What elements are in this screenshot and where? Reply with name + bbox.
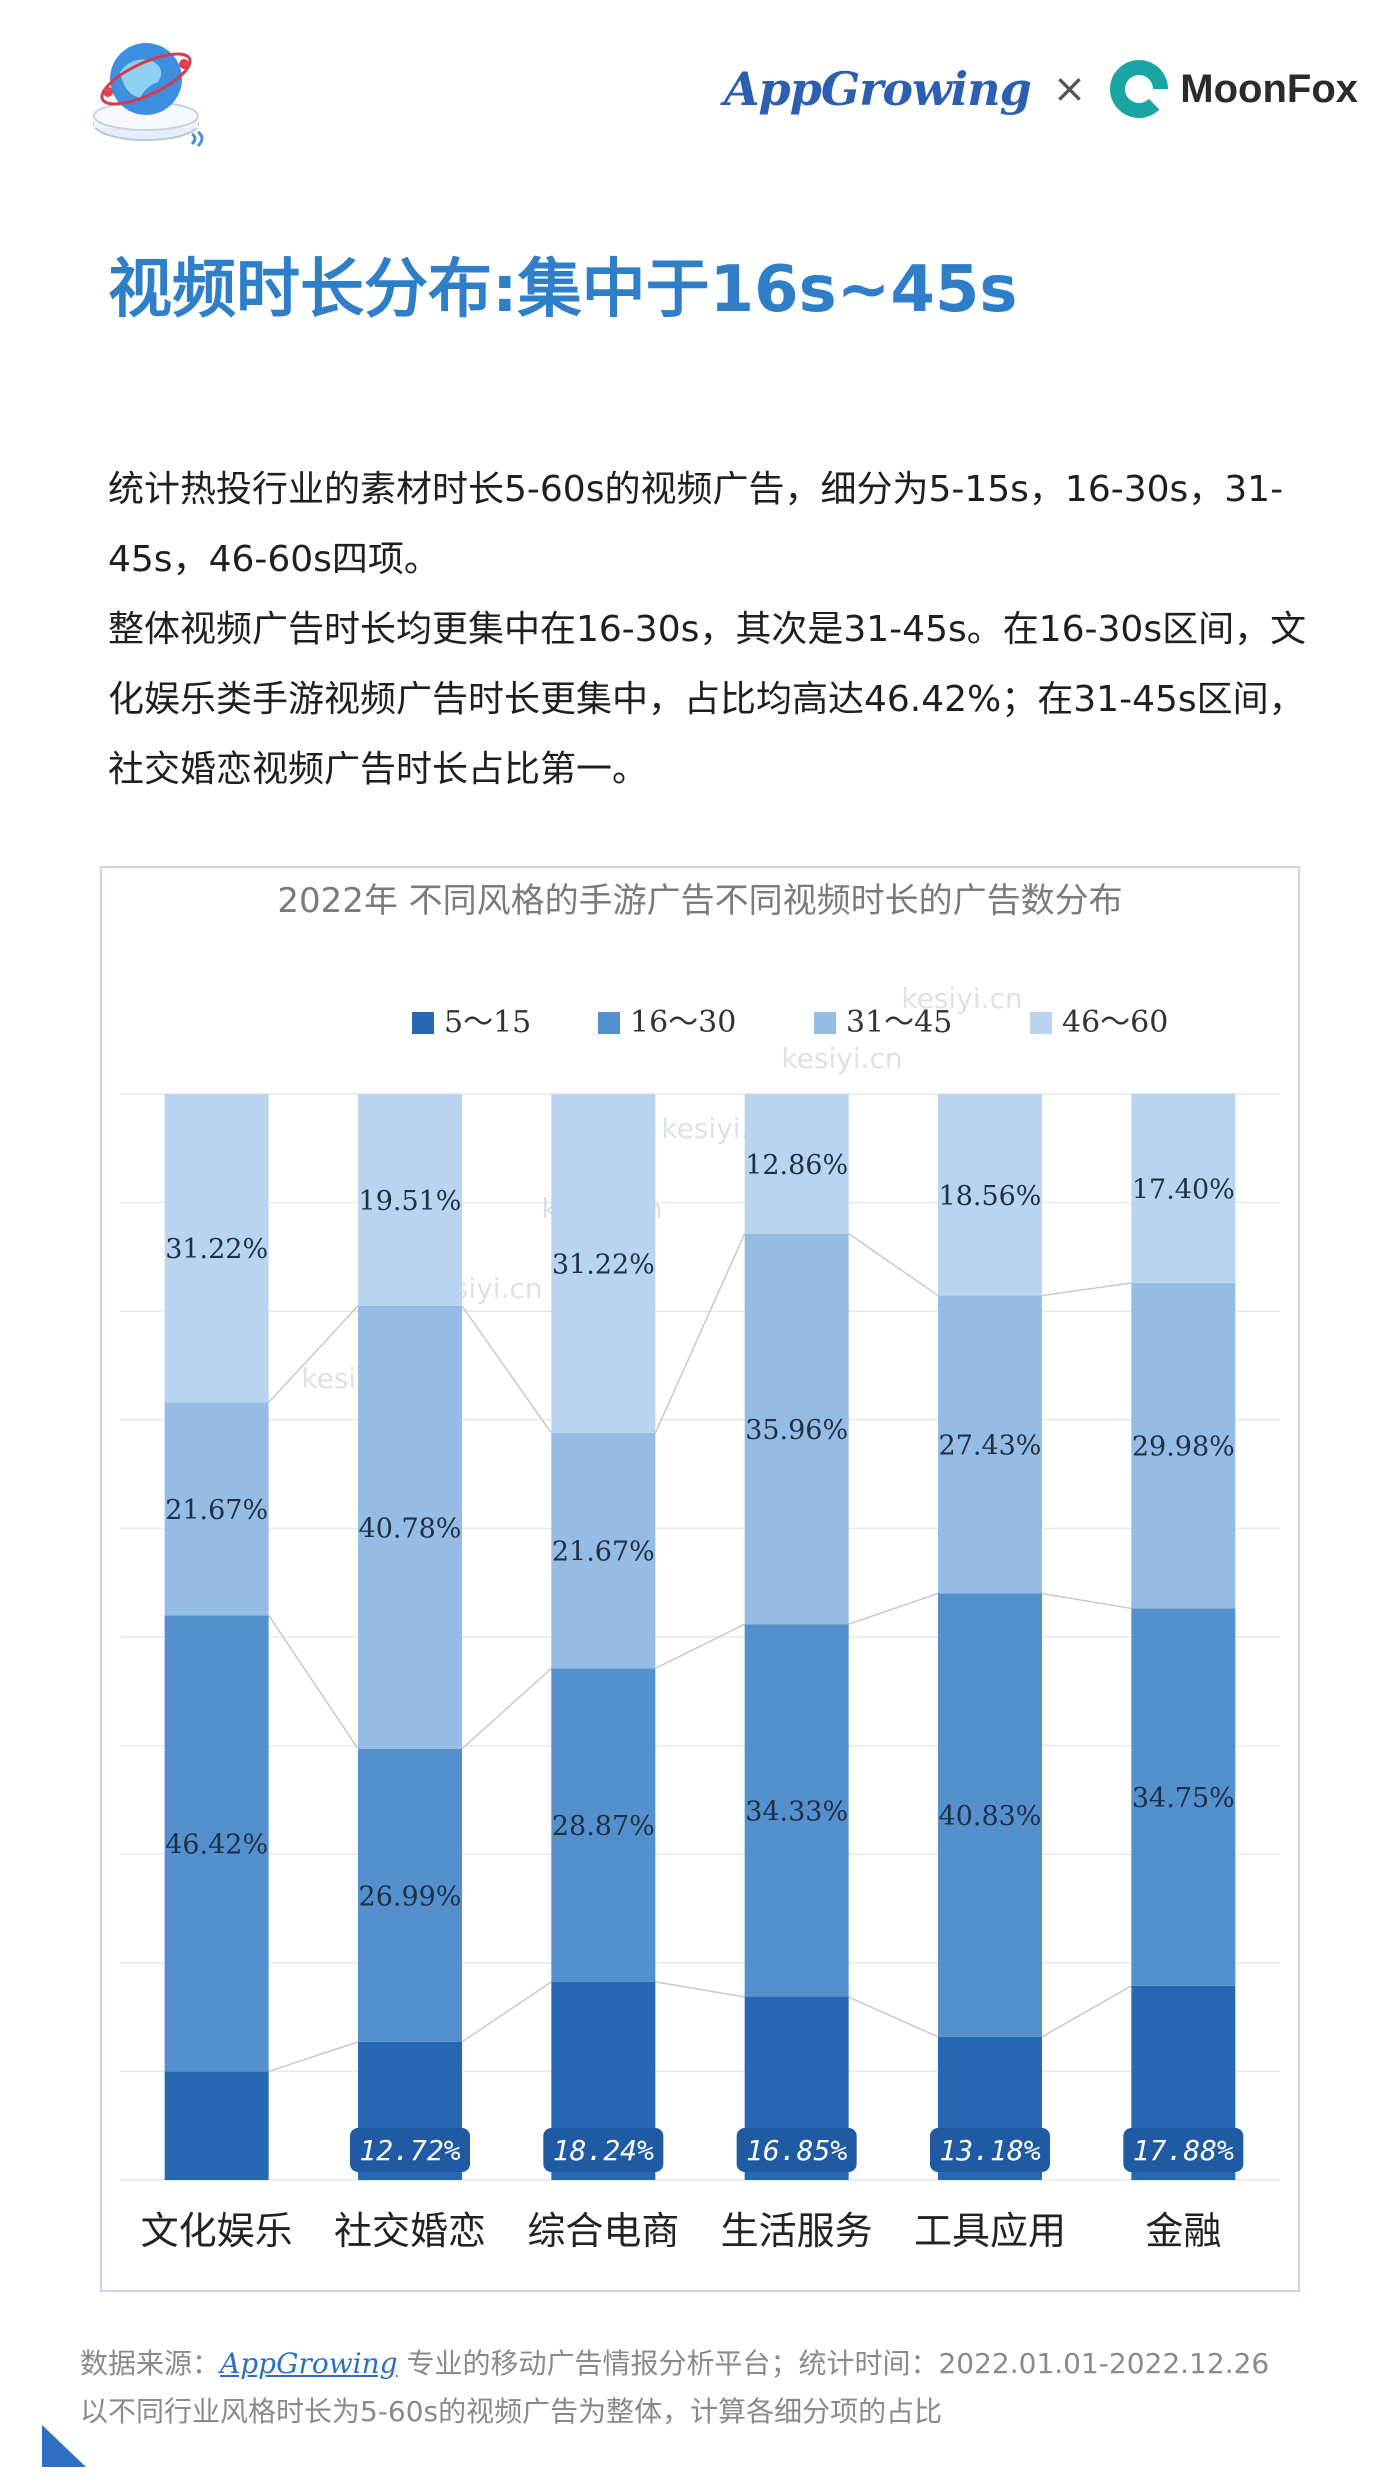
bar-segment — [1131, 1608, 1236, 1986]
category-label: 文化娱乐 — [141, 2209, 293, 2253]
category-label: 综合电商 — [527, 2209, 679, 2253]
legend-label: 46～60 — [1062, 1005, 1168, 1040]
bar-segment — [358, 1094, 462, 1306]
bar-segment — [744, 1094, 849, 1234]
category-label: 社交婚恋 — [334, 2209, 486, 2253]
brand-logos: AppGrowing × MoonFox — [724, 58, 1358, 120]
data-label: 18.56% — [939, 1181, 1042, 1212]
corner-triangle-icon — [42, 2425, 86, 2467]
legend-label: 16～30 — [630, 1005, 736, 1040]
series-connector-line — [655, 1981, 745, 1998]
brand-separator: × — [1052, 66, 1087, 112]
source-line: 数据来源：AppGrowing 专业的移动广告情报分析平台；统计时间：2022.… — [80, 2340, 1269, 2388]
globe-logo-icon — [84, 24, 214, 164]
moonfox-icon — [1110, 60, 1169, 118]
source-prefix: 数据来源： — [80, 2347, 221, 2380]
data-label: 34.33% — [745, 1797, 848, 1828]
bar-segment — [551, 1668, 656, 1982]
data-label: 31.22% — [165, 1234, 268, 1265]
bar-segment — [744, 1624, 849, 1998]
bar-segment — [938, 1593, 1042, 2037]
series-connector-line — [268, 1614, 359, 1750]
legend-swatch — [412, 1012, 434, 1034]
data-label-badge — [736, 2128, 857, 2172]
data-label: 12.86% — [745, 1150, 848, 1181]
data-label: 40.83% — [939, 1801, 1042, 1832]
bar-segment — [1131, 1093, 1236, 1283]
series-connector-line — [268, 1305, 359, 1403]
method-note: 以不同行业风格时长为5-60s的视频广告为整体，计算各细分项的占比 — [80, 2395, 943, 2428]
bar-segment — [744, 1233, 849, 1625]
bar-segment — [358, 1305, 462, 1749]
data-label: 46.42% — [165, 1829, 268, 1860]
legend-swatch — [814, 1012, 836, 1034]
watermark-text: kesiyi.cn — [901, 982, 1022, 1015]
data-label: 29.98% — [1132, 1432, 1235, 1463]
data-label-badge — [930, 2128, 1050, 2172]
data-label-badge — [1123, 2128, 1244, 2172]
watermark-text: kesiyi.cn — [781, 1042, 902, 1075]
data-label-badge — [350, 2128, 470, 2172]
data-label: 27.43% — [939, 1431, 1042, 1462]
data-label: 19.51% — [359, 1186, 462, 1217]
category-label: 生活服务 — [721, 2209, 873, 2253]
series-connector-line — [848, 1996, 939, 2038]
legend-label: 5～15 — [444, 1005, 531, 1040]
page-title: 视频时长分布:集中于16s~45s — [108, 253, 1018, 327]
appgrowing-logo: AppGrowing — [723, 62, 1032, 116]
series-connector-line — [1041, 1282, 1132, 1297]
legend-label: 31～45 — [846, 1005, 952, 1040]
data-label: 34.75% — [1132, 1783, 1235, 1814]
series-connector-line — [461, 1667, 552, 1750]
bar-segment — [164, 1094, 269, 1403]
footer: 数据来源：AppGrowing 专业的移动广告情报分析平台；统计时间：2022.… — [80, 2340, 1269, 2436]
moonfox-logo: MoonFox — [1108, 58, 1358, 120]
chart-panel: 2022年 不同风格的手游广告不同视频时长的广告数分布 kesiyi.cn kesi… — [100, 866, 1300, 2292]
bar-segment — [164, 1402, 269, 1616]
bar-segment — [938, 1094, 1042, 1296]
bar-segment — [164, 2071, 269, 2180]
series-connector-line — [1041, 1592, 1132, 1610]
data-label: 31.22% — [552, 1250, 655, 1281]
intro-paragraph-2: 整体视频广告时长均更集中在16-30s，其次是31-45s。在16-30s区间，… — [108, 609, 1307, 790]
data-label: 16.85% — [746, 2134, 847, 2167]
series-connector-line — [268, 2041, 359, 2073]
intro-paragraph-1: 统计热投行业的素材时长5-60s的视频广告，细分为5-15s，16-30s，31… — [108, 469, 1284, 580]
data-label: 18.24% — [553, 2134, 654, 2167]
bar-segment — [1131, 1282, 1236, 1609]
moonfox-wordmark: MoonFox — [1180, 66, 1358, 111]
data-label: 17.40% — [1132, 1174, 1235, 1205]
stacked-bar-chart: 2022年 不同风格的手游广告不同视频时长的广告数分布 kesiyi.cn kesi… — [120, 881, 1280, 2253]
series-connector-line — [461, 1981, 552, 2043]
series-connector-line — [461, 1305, 552, 1434]
data-label: 12.72% — [359, 2134, 460, 2167]
bar-segment — [938, 1295, 1042, 1594]
series-connector-line — [1041, 1985, 1132, 2038]
legend-swatch — [598, 1012, 620, 1034]
data-label: 21.67% — [165, 1495, 268, 1526]
data-label: 13.18% — [939, 2134, 1040, 2167]
legend-swatch — [1030, 1012, 1052, 1034]
chart-title: 2022年 不同风格的手游广告不同视频时长的广告数分布 — [277, 881, 1122, 921]
category-label: 金融 — [1145, 2209, 1221, 2253]
bar-segment — [358, 1748, 462, 2042]
intro-text: 统计热投行业的素材时长5-60s的视频广告，细分为5-15s，16-30s，31… — [108, 455, 1328, 805]
bar-segment — [551, 1094, 656, 1434]
series-connector-line — [654, 1233, 746, 1434]
appgrowing-link[interactable]: AppGrowing — [220, 2347, 398, 2380]
data-label: 28.87% — [552, 1811, 655, 1842]
data-label: 26.99% — [359, 1881, 462, 1912]
bar-segment — [164, 1615, 269, 2072]
data-label: 21.67% — [552, 1537, 655, 1568]
data-label: 17.88% — [1133, 2134, 1234, 2167]
series-connector-line — [848, 1592, 939, 1625]
bar-segment — [551, 1433, 656, 1669]
series-connector-line — [848, 1233, 939, 1297]
series-connector-line — [655, 1623, 745, 1670]
source-suffix: 专业的移动广告情报分析平台；统计时间：2022.01.01-2022.12.26 — [397, 2347, 1270, 2380]
category-label: 工具应用 — [914, 2209, 1066, 2253]
data-label: 40.78% — [359, 1513, 462, 1544]
data-label: 35.96% — [745, 1415, 848, 1446]
data-label-badge — [543, 2128, 664, 2172]
